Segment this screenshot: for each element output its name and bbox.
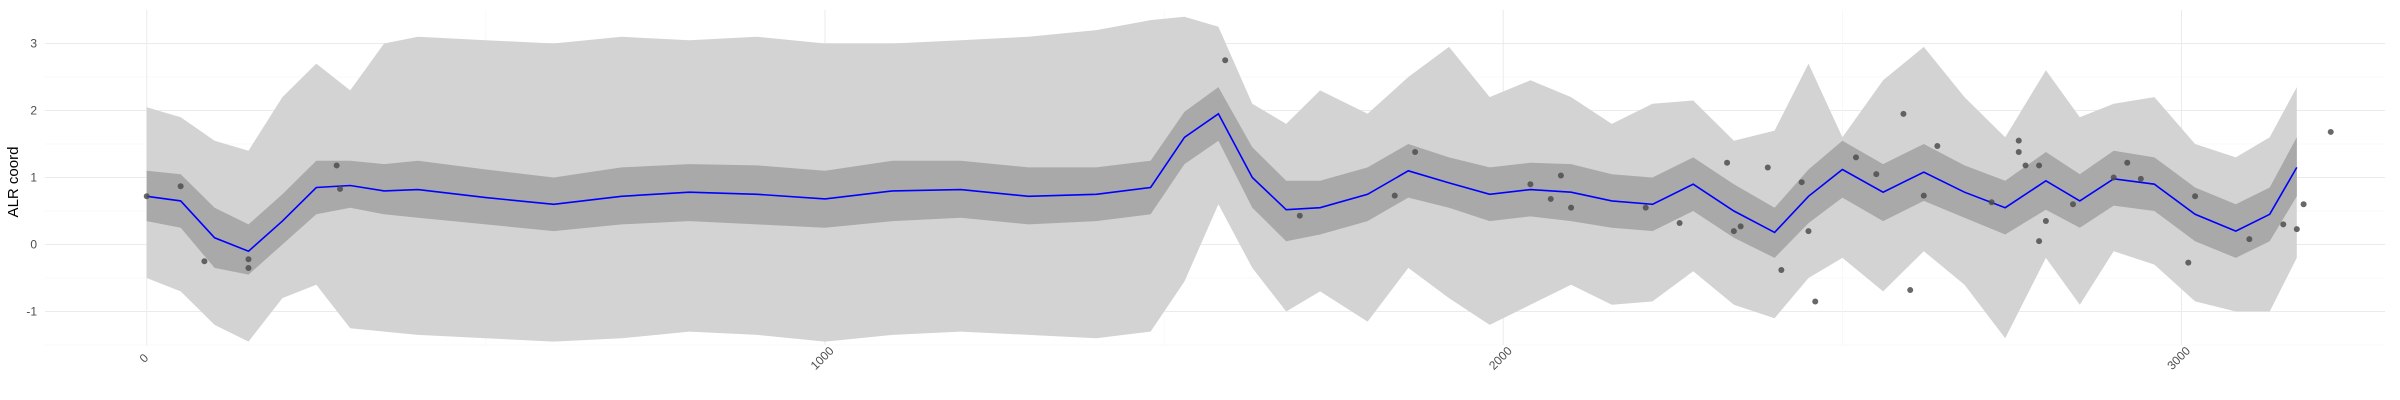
data-point <box>1547 195 1554 202</box>
data-point <box>1907 287 1914 294</box>
data-point <box>2015 149 2022 156</box>
data-point <box>2015 137 2022 144</box>
y-tick-label: 2 <box>30 104 37 118</box>
data-point <box>1812 298 1819 305</box>
y-tick-label: -1 <box>26 305 37 319</box>
data-point <box>2036 238 2043 245</box>
data-point <box>2042 218 2049 225</box>
band-95-area <box>146 16 2297 342</box>
mean-line-path <box>146 112 2298 253</box>
data-point <box>1676 220 1683 227</box>
x-axis-ticks: 0 1000 2000 3000 <box>137 344 2194 373</box>
data-point <box>1730 228 1737 235</box>
data-point <box>2192 193 2199 200</box>
data-point <box>1568 204 1575 211</box>
data-point <box>245 264 252 271</box>
band-95 <box>146 16 2297 342</box>
data-point <box>2300 201 2307 208</box>
mean-line <box>146 112 2298 253</box>
x-tick-label: 1000 <box>808 344 837 373</box>
data-point <box>201 258 208 265</box>
data-point <box>143 193 150 200</box>
data-point <box>2137 175 2144 182</box>
data-point <box>1920 192 1927 199</box>
x-tick-label: 0 <box>137 351 152 366</box>
data-point <box>2327 128 2334 135</box>
data-point <box>1737 223 1744 230</box>
data-point <box>1557 172 1564 179</box>
data-point <box>1852 154 1859 161</box>
y-tick-label: 0 <box>30 238 37 252</box>
data-point <box>1873 171 1880 178</box>
y-axis-ticks: -1 0 1 2 3 <box>26 37 37 319</box>
data-points <box>143 57 2334 305</box>
data-point <box>2022 162 2029 169</box>
data-point <box>1412 149 1419 156</box>
data-point <box>2110 174 2117 181</box>
data-point <box>1391 192 1398 199</box>
data-point <box>1988 199 1995 206</box>
y-tick-label: 1 <box>30 171 37 185</box>
data-point <box>1934 143 1941 150</box>
data-point <box>2293 226 2300 233</box>
data-point <box>1900 110 1907 117</box>
data-point <box>337 185 344 192</box>
y-tick-label: 3 <box>30 37 37 51</box>
data-point <box>177 183 184 190</box>
data-point <box>1296 212 1303 219</box>
data-point <box>1222 57 1229 64</box>
data-point <box>245 256 252 263</box>
data-point <box>333 162 340 169</box>
band-80-area <box>146 87 2297 275</box>
data-point <box>2280 221 2287 228</box>
data-point <box>2246 236 2253 243</box>
data-point <box>1724 159 1731 166</box>
data-point <box>2036 162 2043 169</box>
x-tick-label: 3000 <box>2164 344 2193 373</box>
y-axis-title: ALR coord <box>5 147 22 218</box>
band-80 <box>146 87 2297 275</box>
data-point <box>1798 179 1805 186</box>
data-point <box>1527 181 1534 188</box>
data-point <box>2070 201 2076 208</box>
data-point <box>2124 159 2131 166</box>
x-tick-label: 2000 <box>1486 344 1515 373</box>
data-point <box>1805 228 1812 235</box>
data-point <box>1778 266 1785 273</box>
data-point <box>1764 164 1771 171</box>
data-point <box>1642 204 1649 211</box>
data-point <box>2185 259 2192 266</box>
